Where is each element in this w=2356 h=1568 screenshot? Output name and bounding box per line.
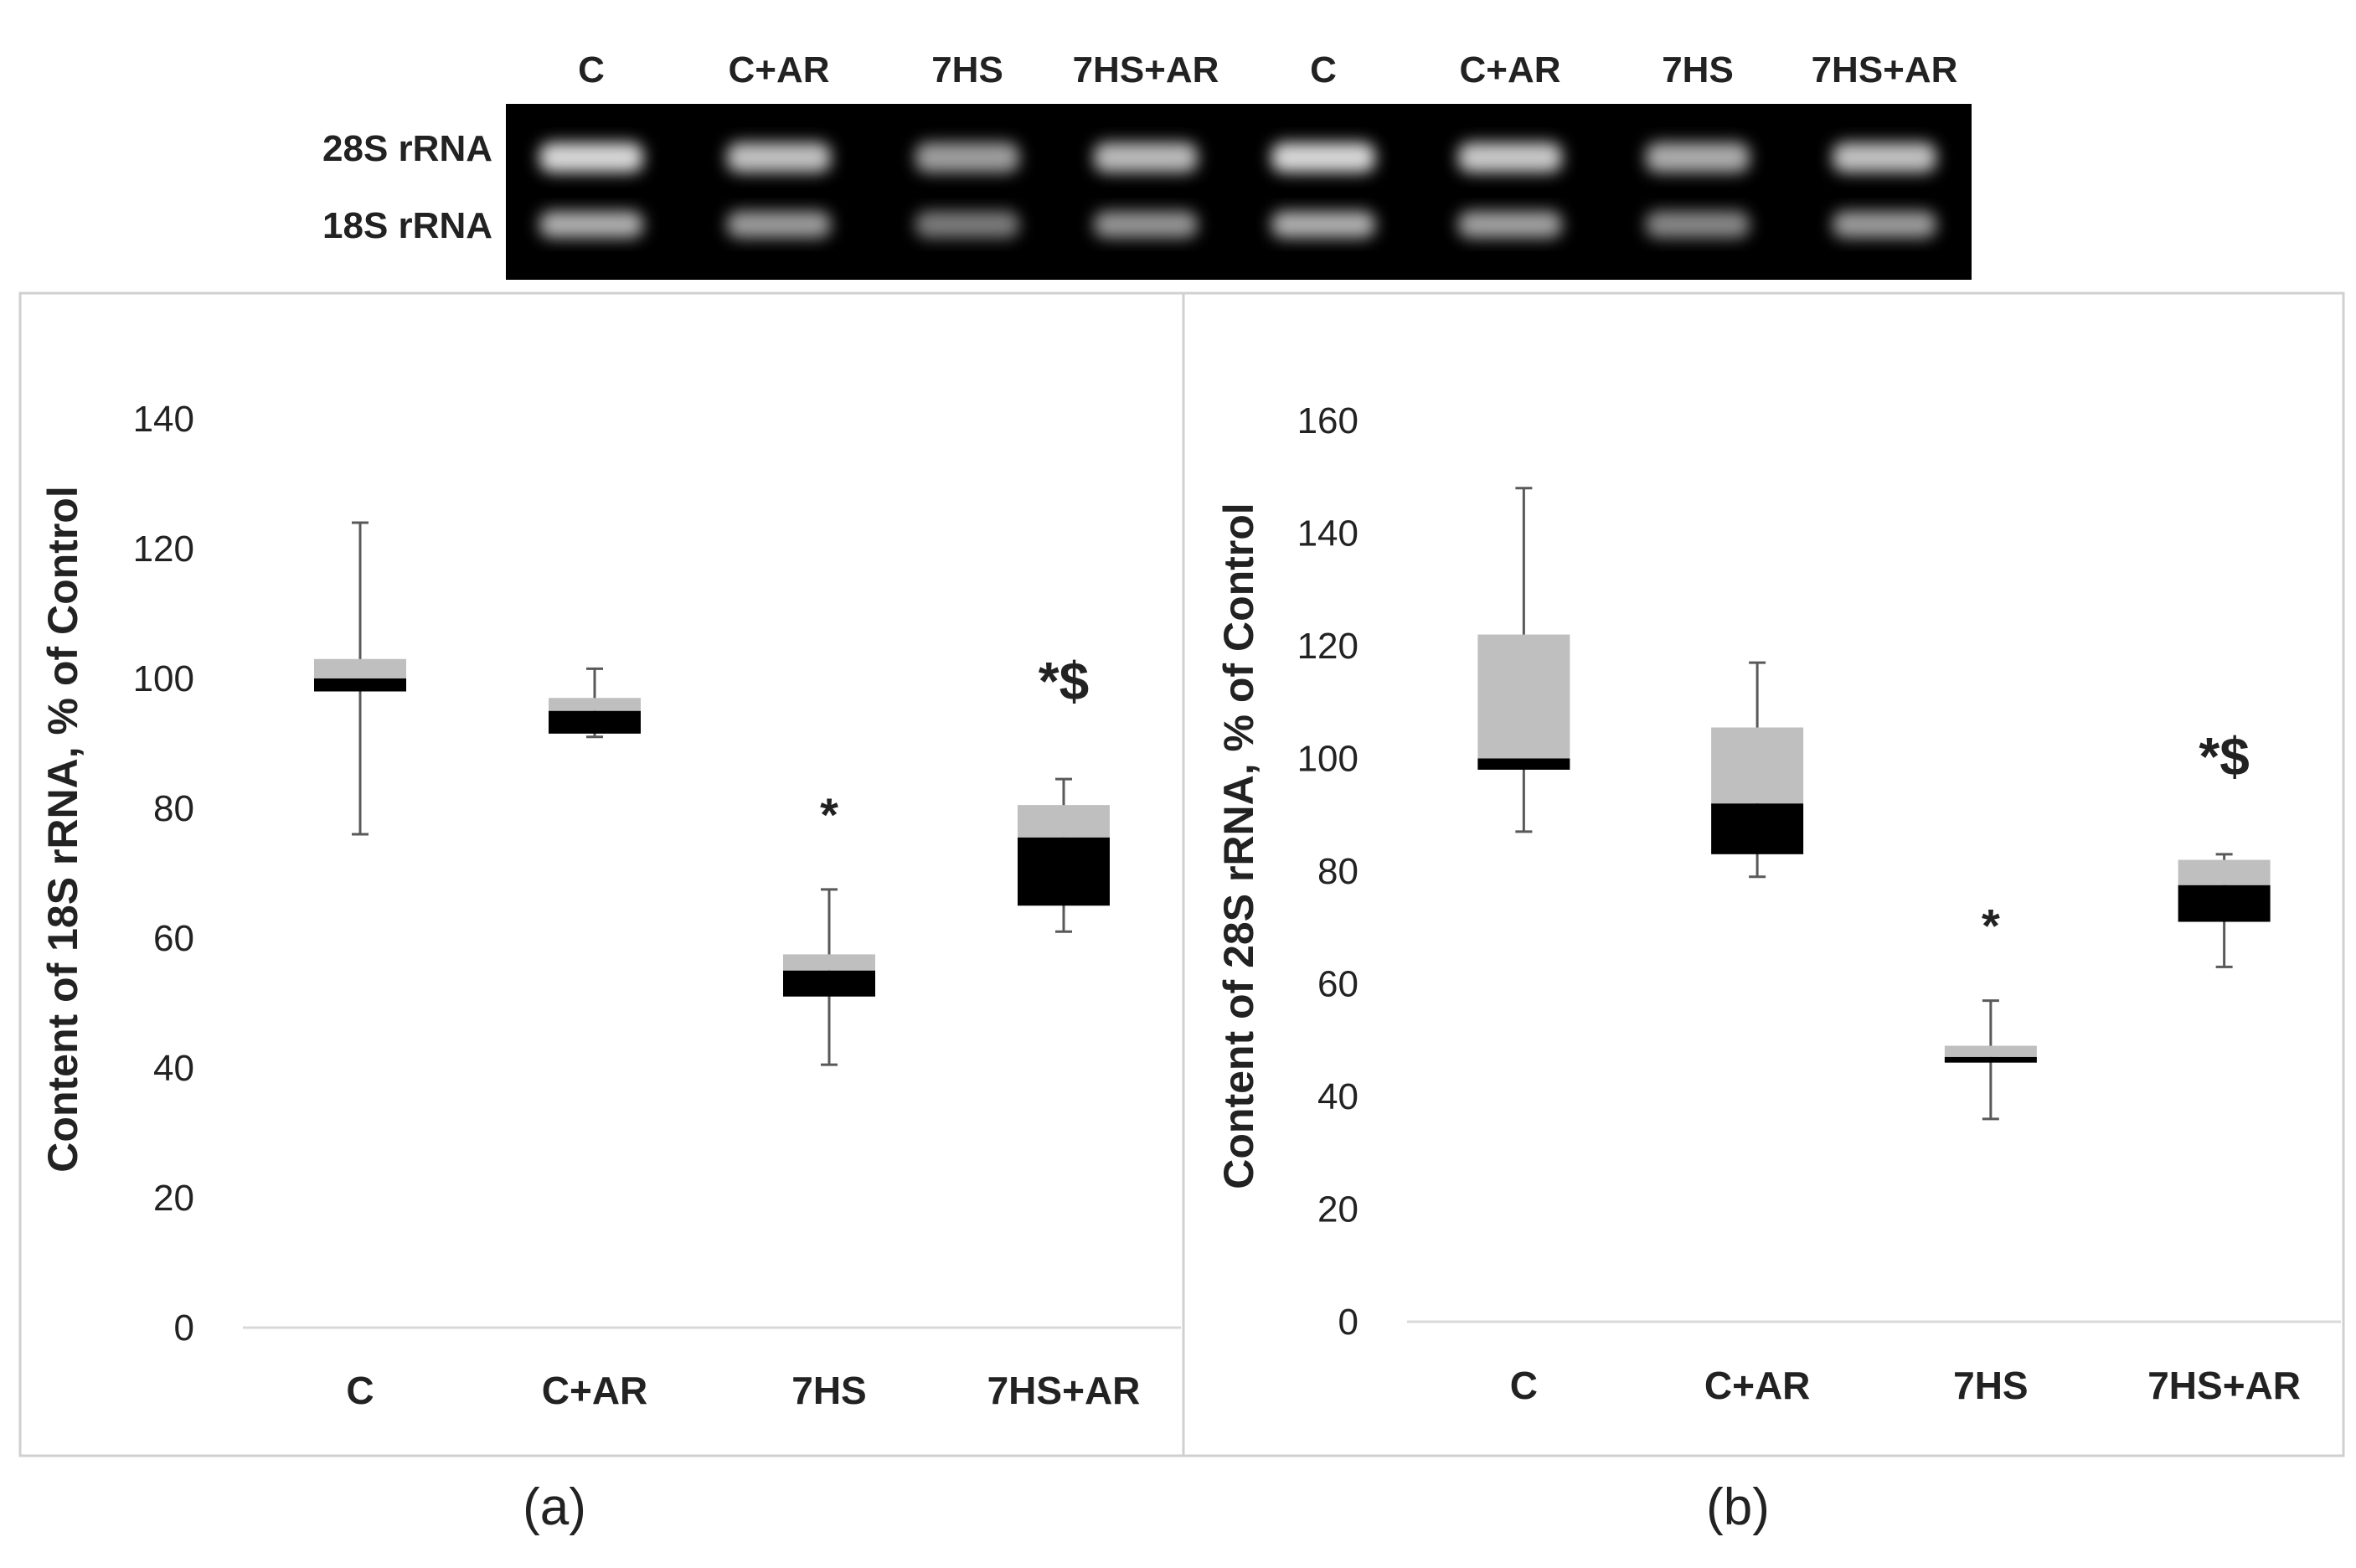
box-upper <box>549 698 641 711</box>
box-lower <box>549 710 641 734</box>
gel-lane-label: 7HS <box>931 49 1003 90</box>
panel-a-border <box>18 291 1185 1457</box>
y-tick-label: 120 <box>1297 626 1358 667</box>
gel-band-18s <box>727 211 831 238</box>
gel-band-18s <box>1833 211 1936 238</box>
gel-band-28s <box>1458 142 1562 173</box>
y-tick-label: 160 <box>1297 400 1358 441</box>
gel-lane-label: C <box>578 49 605 90</box>
gel-lane-label: C+AR <box>1459 49 1560 90</box>
band-label-28s: 28S rRNA <box>322 128 492 169</box>
gel-band-28s <box>1094 142 1198 173</box>
x-category-label: 7HS+AR <box>987 1369 1141 1412</box>
gel-band-28s <box>1833 142 1936 173</box>
gel-band-18s <box>1271 211 1375 238</box>
significance-annotation: *$ <box>1039 651 1090 711</box>
y-tick-label: 0 <box>1338 1302 1358 1343</box>
y-tick-label: 100 <box>1297 739 1358 780</box>
gel-band-28s <box>727 142 831 173</box>
gel-lane-labels: C C+AR 7HS 7HS+AR C C+AR 7HS 7HS+AR <box>578 49 1957 90</box>
gel-background <box>506 104 1972 280</box>
significance-annotation: *$ <box>2199 726 2250 787</box>
y-tick-label: 40 <box>153 1048 194 1089</box>
box-upper <box>1711 727 1804 804</box>
gel-image: C C+AR 7HS 7HS+AR C C+AR 7HS 7HS+AR 28S rRNA 18… <box>322 49 1972 280</box>
significance-annotation: * <box>1982 900 2000 952</box>
chart-panel-b: 0 20 40 60 80 100 120 140 160 Content of 28S rRNA… <box>1215 400 2341 1407</box>
x-category-label: 7HS <box>1953 1364 2028 1407</box>
gel-lane-label: C+AR <box>728 49 829 90</box>
y-tick-label: 140 <box>133 399 194 440</box>
box-upper <box>783 954 875 971</box>
panel-b-border <box>1182 291 2345 1457</box>
y-tick-label: 40 <box>1317 1076 1358 1117</box>
box-upper <box>1944 1045 2037 1057</box>
box-lower <box>1018 837 1110 906</box>
y-tick-label: 120 <box>133 529 194 570</box>
gel-band-28s <box>1646 142 1750 173</box>
gel-lane-label: 7HS+AR <box>1073 49 1219 90</box>
y-tick-label: 20 <box>153 1178 194 1219</box>
box-lower <box>1711 803 1804 854</box>
box-lower <box>783 970 875 997</box>
gel-lane-label: C <box>1310 49 1337 90</box>
box-lower <box>1477 758 1570 770</box>
y-axis-label: Content of 28S rRNA, % of Control <box>1215 503 1262 1189</box>
y-tick-label: 140 <box>1297 513 1358 554</box>
chart-panel-a: 0 20 40 60 80 100 120 140 Content of 18S rRNA, %… <box>39 399 1181 1412</box>
gel-band-28s <box>1271 142 1375 173</box>
box-upper <box>1018 805 1110 838</box>
gel-band-28s <box>539 142 643 173</box>
box-lower <box>2178 885 2271 922</box>
box-upper <box>314 658 406 678</box>
gel-band-18s <box>1458 211 1562 238</box>
x-category-label: C+AR <box>542 1369 648 1412</box>
x-category-label: 7HS <box>791 1369 866 1412</box>
gel-bands <box>539 142 1936 238</box>
y-tick-label: 60 <box>153 918 194 959</box>
gel-band-18s <box>1094 211 1198 238</box>
x-category-label: 7HS+AR <box>2147 1364 2301 1407</box>
x-category-label: C <box>1510 1364 1538 1407</box>
gel-band-28s <box>915 142 1019 173</box>
panel-label-a: (a) <box>523 1478 586 1536</box>
gel-lane-label: 7HS+AR <box>1812 49 1958 90</box>
y-tick-label: 60 <box>1317 964 1358 1005</box>
gel-band-18s <box>1646 211 1750 238</box>
x-category-label: C <box>346 1369 374 1412</box>
box-lower <box>314 678 406 692</box>
gel-lane-label: 7HS <box>1662 49 1734 90</box>
box-upper <box>2178 859 2271 885</box>
y-axis-label: Content of 18S rRNA, % of Control <box>39 486 86 1172</box>
box-lower <box>1944 1056 2037 1063</box>
y-tick-label: 20 <box>1317 1189 1358 1230</box>
y-tick-label: 100 <box>133 658 194 699</box>
y-tick-label: 80 <box>153 788 194 829</box>
y-tick-label: 80 <box>1317 851 1358 892</box>
x-category-label: C+AR <box>1704 1364 1811 1407</box>
gel-band-18s <box>915 211 1019 238</box>
gel-band-18s <box>539 211 643 238</box>
y-tick-label: 0 <box>174 1308 194 1349</box>
box-upper <box>1477 634 1570 759</box>
panel-label-b: (b) <box>1706 1478 1770 1536</box>
significance-annotation: * <box>820 788 838 841</box>
band-label-18s: 18S rRNA <box>322 205 492 246</box>
